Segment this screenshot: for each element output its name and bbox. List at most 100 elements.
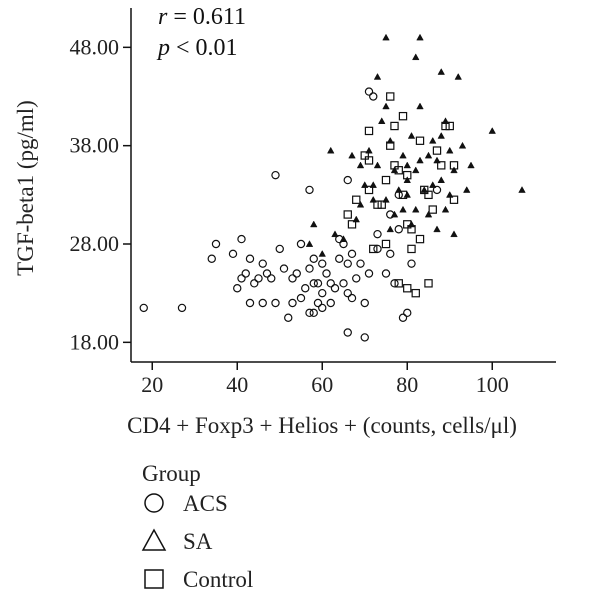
control-point: [403, 220, 412, 229]
control-point: [403, 284, 412, 293]
r-annotation: r = 0.611: [158, 4, 246, 30]
control-point: [364, 126, 374, 136]
acs-point: [360, 298, 369, 308]
control-point: [407, 225, 416, 234]
acs-point: [322, 269, 331, 278]
legend-label-acs: ACS: [183, 491, 228, 516]
sa-point: [412, 205, 420, 213]
sa-point: [488, 127, 496, 134]
acs-point: [258, 259, 267, 268]
acs-point: [305, 264, 314, 273]
acs-point: [284, 313, 293, 322]
acs-point: [369, 92, 378, 101]
sa-point: [403, 161, 411, 169]
acs-point: [305, 185, 314, 195]
sa-point: [446, 146, 454, 154]
sa-point: [437, 68, 445, 75]
control-point: [386, 92, 395, 101]
sa-point: [450, 166, 458, 174]
sa-point: [433, 225, 441, 233]
control-point: [381, 175, 391, 185]
acs-point: [241, 269, 250, 278]
control-point: [394, 279, 403, 288]
x-tick-label: 80: [396, 372, 418, 397]
sa-point: [424, 210, 433, 218]
control-point: [360, 151, 369, 160]
acs-point: [309, 279, 318, 288]
acs-point: [258, 298, 267, 308]
acs-point: [305, 308, 314, 318]
data-points: [139, 33, 526, 342]
sa-point: [429, 136, 437, 144]
acs-point: [343, 288, 352, 298]
acs-point: [343, 328, 352, 337]
sa-point: [382, 33, 390, 41]
acs-point: [326, 279, 335, 288]
acs-point: [347, 249, 357, 259]
control-point: [381, 239, 391, 249]
sa-point: [318, 250, 326, 257]
acs-point: [271, 298, 280, 308]
acs-point: [390, 279, 399, 288]
sa-point: [356, 161, 365, 169]
y-tick-label: 48.00: [70, 34, 120, 59]
acs-point: [233, 284, 242, 293]
sa-point: [450, 230, 458, 238]
sa-point: [429, 181, 437, 188]
control-point: [394, 166, 403, 175]
acs-point: [432, 185, 442, 195]
control-point: [398, 190, 408, 200]
acs-point: [347, 293, 357, 303]
legend-label-control: Control: [183, 567, 253, 592]
control-point: [398, 111, 408, 121]
control-point: [415, 234, 425, 244]
sa-point: [373, 73, 382, 80]
acs-point: [339, 279, 348, 288]
acs-point: [343, 175, 352, 185]
sa-point: [458, 141, 467, 149]
legend-circle-icon: [144, 493, 164, 513]
acs-point: [330, 284, 340, 293]
acs-point: [343, 259, 352, 268]
acs-point: [381, 269, 391, 278]
control-point: [347, 220, 357, 229]
acs-point: [262, 269, 272, 278]
acs-point: [279, 264, 289, 273]
control-point: [424, 279, 433, 288]
control-point: [343, 210, 352, 219]
sa-point: [454, 73, 462, 80]
acs-point: [398, 313, 408, 322]
sa-point: [386, 225, 394, 233]
acs-point: [211, 239, 221, 249]
acs-point: [245, 254, 255, 263]
acs-point: [318, 288, 327, 298]
x-axis-title: CD4 + Foxp3 + Helios + (counts, cells/μl…: [127, 413, 517, 438]
sa-point: [412, 53, 420, 61]
acs-point: [296, 293, 306, 303]
sa-point: [310, 220, 318, 228]
sa-point: [403, 176, 411, 183]
y-axis-title: TGF-beta1 (pg/ml): [13, 100, 38, 276]
acs-point: [373, 244, 382, 254]
acs-point: [301, 284, 310, 293]
sa-point: [518, 186, 526, 193]
acs-point: [271, 170, 280, 180]
acs-point: [292, 269, 301, 278]
control-point: [390, 121, 399, 131]
control-point: [445, 121, 454, 131]
acs-point: [318, 303, 327, 313]
legend: Group ACS SA Control: [141, 461, 253, 592]
x-tick-label: 60: [311, 372, 333, 397]
acs-point: [177, 303, 187, 313]
control-point: [369, 244, 378, 254]
acs-point: [364, 87, 374, 96]
sa-point: [348, 151, 356, 159]
sa-point: [416, 102, 424, 110]
x-ticks: 20 40 60 80 100: [141, 362, 509, 397]
acs-point: [237, 234, 246, 244]
control-point: [390, 161, 399, 170]
sa-point: [463, 186, 471, 193]
legend-square-icon: [144, 569, 164, 589]
sa-point: [416, 156, 424, 164]
